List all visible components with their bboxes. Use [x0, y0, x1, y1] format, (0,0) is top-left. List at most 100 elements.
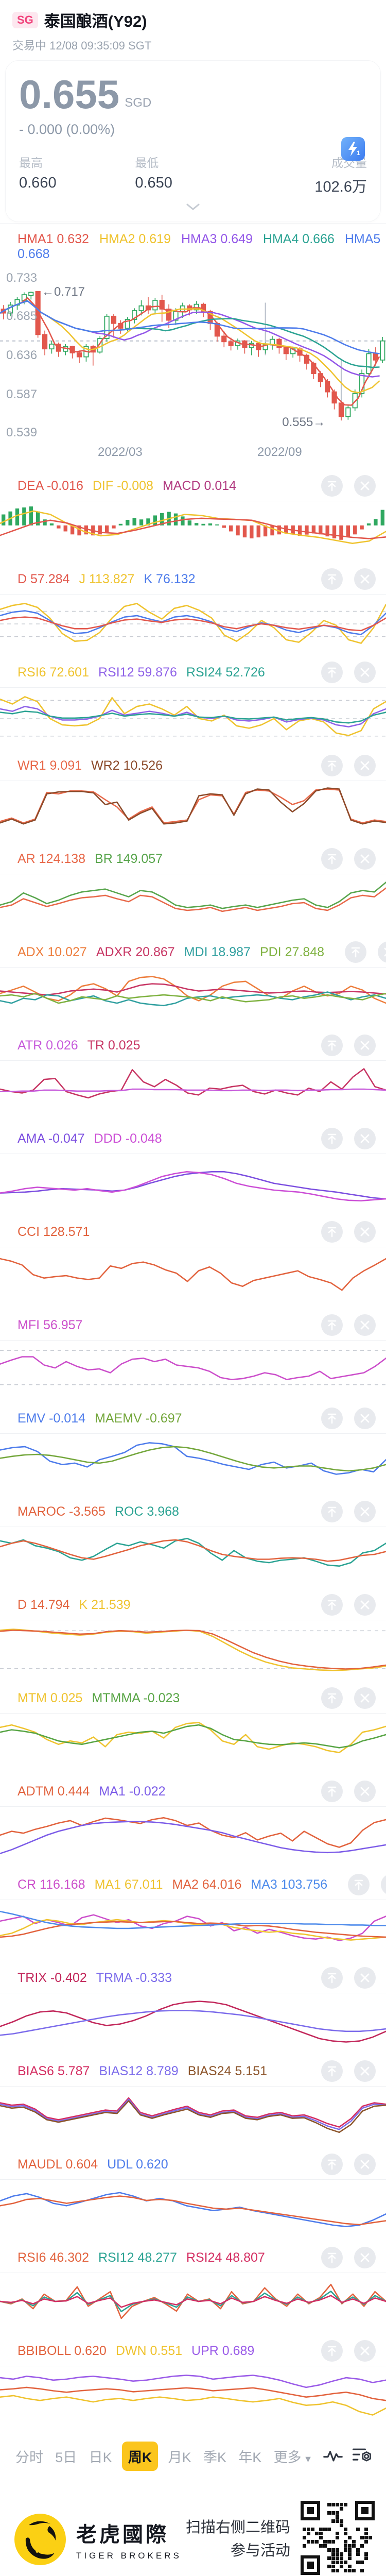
tab-月K[interactable]: 月K	[166, 2442, 194, 2470]
move-to-main-chart-button[interactable]	[321, 1221, 343, 1243]
close-indicator-button[interactable]	[354, 1035, 376, 1056]
move-to-main-chart-button[interactable]	[321, 848, 343, 870]
close-indicator-button[interactable]	[354, 2340, 376, 2362]
footer: 老虎國際 TIGER BROKERS 扫描右侧二维码 参与活动	[0, 2499, 386, 2576]
indicator-panel-macd: DEA -0.016 DIF -0.008 MACD 0.014	[0, 475, 386, 556]
indicator-legend: DEA -0.016 DIF -0.008 MACD 0.014	[17, 479, 310, 494]
close-indicator-button[interactable]	[354, 1594, 376, 1616]
y-axis-label: 0.685	[6, 309, 38, 324]
indicator-panels: DEA -0.016 DIF -0.008 MACD 0.014 D 57.284 J…	[0, 475, 386, 2421]
candlestick-chart[interactable]: 0.733 0.685 0.636 0.587 0.539 ←0.717 0.555→	[0, 267, 386, 442]
arrow-up-to-bar-icon	[327, 2159, 337, 2170]
expand-stats-button[interactable]	[19, 196, 367, 216]
move-to-main-chart-button[interactable]	[321, 475, 343, 497]
line-chart-style-button[interactable]	[323, 2447, 343, 2466]
move-to-main-chart-button[interactable]	[321, 1687, 343, 1709]
close-indicator-button[interactable]	[354, 848, 376, 870]
indicator-settings-button[interactable]	[351, 2446, 373, 2466]
tab-分时[interactable]: 分时	[13, 2442, 45, 2470]
move-to-main-chart-button[interactable]	[321, 568, 343, 590]
legend-item: MACD 0.014	[162, 478, 237, 493]
indicator-panel-cci: CCI 128.571	[0, 1221, 386, 1302]
move-to-main-chart-button[interactable]	[345, 941, 367, 963]
indicator-legend: CCI 128.571	[17, 1225, 310, 1240]
indicator-legend: WR1 9.091 WR2 10.526	[17, 758, 310, 773]
tab-日K[interactable]: 日K	[87, 2442, 114, 2470]
legend-item: BBIBOLL 0.620	[17, 2343, 107, 2358]
legend-item: ATR 0.026	[17, 1038, 78, 1053]
indicator-panel-mtm: MTM 0.025 MTMMA -0.023	[0, 1687, 386, 1768]
tab-季K[interactable]: 季K	[201, 2442, 229, 2470]
close-indicator-button[interactable]	[381, 1874, 386, 1895]
move-to-main-chart-button[interactable]	[321, 1314, 343, 1336]
close-indicator-button[interactable]	[354, 1501, 376, 1522]
close-icon	[360, 1973, 370, 1982]
move-to-main-chart-button[interactable]	[321, 1594, 343, 1616]
arrow-up-to-bar-icon	[327, 1506, 337, 1517]
move-to-main-chart-button[interactable]	[321, 2340, 343, 2362]
pulse-line-icon	[323, 2451, 343, 2462]
arrow-up-to-bar-icon	[327, 854, 337, 865]
close-indicator-button[interactable]	[354, 1967, 376, 1989]
move-to-main-chart-button[interactable]	[321, 1501, 343, 1522]
indicator-panel-rsi2: RSI6 46.302 RSI12 48.277 RSI24 48.807	[0, 2247, 386, 2328]
legend-item: UPR 0.689	[191, 2343, 255, 2358]
move-to-main-chart-button[interactable]	[348, 1874, 370, 1895]
close-indicator-button[interactable]	[354, 662, 376, 683]
move-to-main-chart-button[interactable]	[321, 662, 343, 683]
close-indicator-button[interactable]	[354, 1221, 376, 1243]
currency-label: SGD	[125, 96, 152, 110]
indicator-panel-rsi: RSI6 72.601 RSI12 59.876 RSI24 52.726	[0, 662, 386, 742]
close-indicator-button[interactable]	[378, 941, 386, 963]
move-to-main-chart-button[interactable]	[321, 1408, 343, 1429]
tab-更多[interactable]: 更多 ▼	[272, 2442, 315, 2470]
arrow-up-to-bar-icon	[351, 947, 360, 958]
legend-item: TRIX -0.402	[17, 1970, 87, 1985]
legend-item: MA3 103.756	[251, 1877, 328, 1892]
close-indicator-button[interactable]	[354, 475, 376, 497]
move-to-main-chart-button[interactable]	[321, 755, 343, 776]
move-to-main-chart-button[interactable]	[321, 1128, 343, 1149]
hma-legend-item: HMA4 0.666	[262, 232, 335, 246]
close-icon	[360, 1041, 370, 1050]
close-icon	[360, 1414, 370, 1423]
close-indicator-button[interactable]	[354, 2247, 376, 2268]
indicator-legend: AR 124.138 BR 149.057	[17, 852, 310, 867]
indicator-legend: D 57.284 J 113.827 K 76.132	[17, 572, 310, 587]
tab-周K[interactable]: 周K	[121, 2442, 159, 2471]
indicator-panel-bias: BIAS6 5.787 BIAS12 8.789 BIAS24 5.151	[0, 2060, 386, 2141]
close-indicator-button[interactable]	[354, 1687, 376, 1709]
legend-item: RSI6 46.302	[17, 2250, 89, 2265]
move-to-main-chart-button[interactable]	[321, 1781, 343, 1802]
indicator-settings-icon	[352, 2448, 371, 2462]
arrow-up-to-bar-icon	[327, 1600, 337, 1611]
close-indicator-button[interactable]	[354, 1128, 376, 1149]
move-to-main-chart-button[interactable]	[321, 2154, 343, 2175]
close-indicator-button[interactable]	[354, 755, 376, 776]
indicator-legend: ADTM 0.444 MA1 -0.022	[17, 1784, 310, 1799]
tab-5日[interactable]: 5日	[53, 2442, 79, 2470]
close-icon	[360, 854, 370, 863]
close-indicator-button[interactable]	[354, 1781, 376, 1802]
indicator-legend: MTM 0.025 MTMMA -0.023	[17, 1691, 310, 1706]
legend-item: MA1 -0.022	[99, 1784, 166, 1799]
hma-legend-item: HMA1 0.632	[17, 232, 89, 246]
move-to-main-chart-button[interactable]	[321, 1967, 343, 1989]
close-indicator-button[interactable]	[354, 1314, 376, 1336]
close-indicator-button[interactable]	[354, 1408, 376, 1429]
close-indicator-button[interactable]	[354, 2060, 376, 2082]
legend-item: K 21.539	[79, 1597, 131, 1612]
arrow-up-to-bar-icon	[327, 2346, 337, 2357]
move-to-main-chart-button[interactable]	[321, 2247, 343, 2268]
tab-年K[interactable]: 年K	[236, 2442, 264, 2470]
realtime-quote-lightning-icon[interactable]: 1	[341, 137, 365, 161]
move-to-main-chart-button[interactable]	[321, 1035, 343, 1056]
close-indicator-button[interactable]	[354, 568, 376, 590]
indicator-legend: BIAS6 5.787 BIAS12 8.789 BIAS24 5.151	[17, 2064, 310, 2079]
arrow-up-to-bar-icon	[327, 2252, 337, 2263]
high-price-annotation: ←0.717	[41, 284, 85, 299]
close-indicator-button[interactable]	[354, 2154, 376, 2175]
move-to-main-chart-button[interactable]	[321, 2060, 343, 2082]
page-title: 泰国酿酒(Y92)	[44, 12, 147, 30]
qr-promo-text: 扫描右侧二维码 参与活动	[185, 2519, 290, 2559]
